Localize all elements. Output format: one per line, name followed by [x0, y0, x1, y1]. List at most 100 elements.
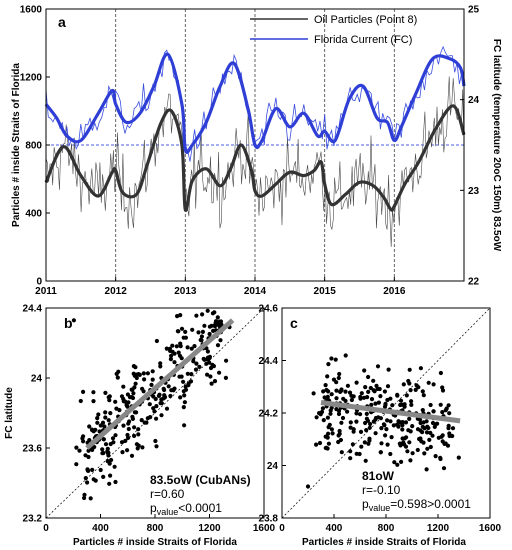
- scatter-point: [158, 361, 163, 366]
- scatter-point: [348, 456, 353, 461]
- y-tick-label: 24: [267, 461, 279, 472]
- scatter-point: [154, 444, 159, 449]
- scatter-point: [388, 419, 393, 424]
- scatter-point: [364, 416, 369, 421]
- scatter-point: [202, 323, 207, 328]
- x-tick-label: 2015: [314, 286, 337, 297]
- scatter-point: [326, 389, 331, 394]
- y-left-tick-label: 1600: [20, 5, 43, 16]
- scatter-point: [358, 429, 364, 434]
- scatter-point: [343, 389, 348, 394]
- scatter-point: [427, 437, 432, 442]
- x-tick-label: 1200: [198, 523, 221, 534]
- scatter-point: [121, 423, 126, 428]
- scatter-point: [103, 415, 108, 420]
- y-tick-label: 23.2: [23, 514, 43, 525]
- scatter-point: [358, 396, 363, 401]
- scatter-point: [394, 422, 400, 427]
- scatter-point: [417, 417, 423, 422]
- scatter-point: [204, 361, 209, 366]
- scatter-point: [95, 416, 100, 421]
- scatter-point: [395, 392, 400, 397]
- scatter-point: [305, 484, 311, 489]
- scatter-point: [422, 451, 427, 456]
- scatter-point: [404, 435, 409, 440]
- series-oil-particles-smooth: [44, 104, 466, 212]
- scatter-point: [408, 388, 413, 393]
- scatter-point: [90, 428, 95, 433]
- scatter-point: [197, 364, 202, 369]
- scatter-point: [151, 406, 156, 411]
- scatter-point: [402, 402, 407, 407]
- scatter-point: [217, 370, 222, 375]
- scatter-point: [178, 344, 183, 349]
- scatter-point: [318, 412, 323, 417]
- y-tick-label: 24.4: [23, 304, 43, 315]
- y-tick-label: 24: [31, 374, 43, 385]
- scatter-point: [108, 441, 113, 447]
- scatter-point: [205, 349, 210, 354]
- scatter-point: [450, 426, 456, 431]
- scatter-point: [129, 453, 135, 458]
- scatter-point: [339, 450, 344, 455]
- scatter-point: [191, 359, 196, 364]
- scatter-point: [371, 378, 376, 383]
- scatter-point: [107, 481, 112, 486]
- scatter-point: [390, 403, 395, 408]
- scatter-point: [223, 375, 228, 380]
- scatter-point: [420, 408, 425, 413]
- scatter-point: [215, 343, 221, 348]
- scatter-point: [354, 451, 359, 456]
- scatter-point: [382, 389, 387, 394]
- scatter-point: [181, 389, 186, 394]
- scatter-point: [331, 377, 337, 382]
- scatter-point: [379, 426, 384, 431]
- annotation-site: 83.5oW (CubANs): [150, 473, 251, 487]
- scatter-point: [83, 476, 88, 481]
- scatter-point: [74, 445, 79, 450]
- scatter-point: [78, 398, 83, 404]
- scatter-point: [91, 390, 96, 395]
- scatter-point: [404, 393, 409, 398]
- scatter-point: [339, 420, 344, 425]
- scatter-point: [135, 446, 140, 451]
- scatter-point: [336, 411, 342, 417]
- x-tick-label: 1200: [427, 523, 450, 534]
- scatter-point: [381, 422, 386, 427]
- scatter-point: [199, 334, 204, 339]
- scatter-point: [88, 496, 93, 501]
- scatter-point: [71, 318, 76, 323]
- scatter-point: [376, 400, 381, 405]
- scatter-point: [431, 409, 436, 414]
- scatter-point: [365, 395, 370, 400]
- scatter-point: [133, 365, 138, 370]
- scatter-point: [330, 431, 335, 436]
- annotation-p-value: pvalue<0.0001: [150, 501, 222, 517]
- scatter-point: [378, 394, 383, 399]
- scatter-point: [127, 419, 132, 424]
- scatter-point: [354, 419, 359, 424]
- scatter-point: [418, 366, 423, 371]
- x-tick-label: 2014: [244, 286, 267, 297]
- scatter-point: [77, 448, 82, 453]
- scatter-point: [105, 459, 110, 464]
- scatter-point: [378, 450, 383, 455]
- scatter-point: [340, 415, 346, 421]
- scatter-point: [443, 408, 448, 413]
- panel-c: 0 400 800 1200 1600 23.8 24 24.2 24.4 24.6 c 81oW…: [259, 304, 502, 549]
- y-axis-label-right: FC latitude (temperature 20oC 150m) 83.5…: [491, 39, 502, 252]
- x-tick-label: 800: [378, 523, 395, 534]
- scatter-point: [106, 453, 111, 458]
- scatter-point: [87, 424, 92, 429]
- scatter-point: [144, 420, 149, 425]
- scatter-point: [420, 430, 425, 435]
- scatter-point: [218, 338, 223, 343]
- scatter-point: [446, 423, 451, 428]
- scatter-point: [181, 379, 186, 384]
- scatter-point: [438, 402, 443, 407]
- scatter-point: [126, 426, 131, 432]
- scatter-point: [208, 374, 213, 379]
- scatter-point: [224, 358, 229, 363]
- scatter-point: [431, 382, 436, 387]
- scatter-point: [392, 460, 397, 465]
